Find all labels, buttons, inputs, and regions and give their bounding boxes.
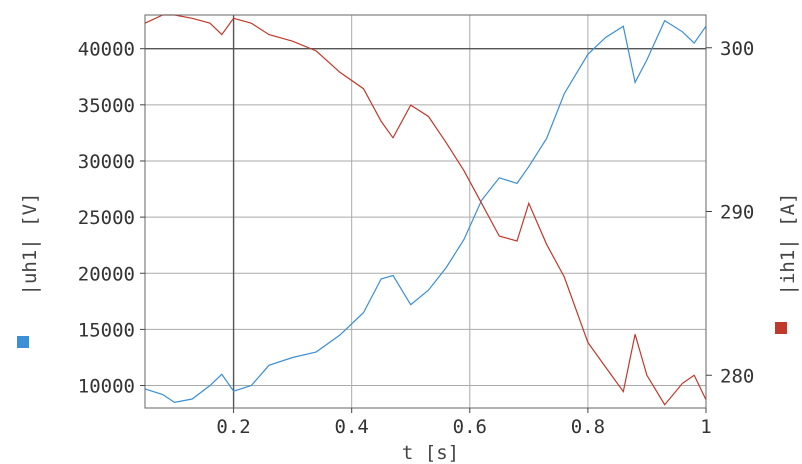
right-tick-label: 290 [720, 202, 754, 224]
left-tick-label: 15000 [78, 319, 135, 341]
x-tick-label: 1 [700, 416, 711, 438]
right-tick-label: 280 [720, 365, 754, 387]
left-tick-label: 25000 [78, 207, 135, 229]
right-tick-label: 300 [720, 38, 754, 60]
right-axis-title-group: |ih1| [A] [775, 193, 799, 334]
ih1-legend-swatch [775, 322, 787, 334]
left-axis-ticks: 10000 15000 20000 25000 30000 35000 40000 [78, 39, 145, 398]
x-axis-title: t [s] [402, 442, 459, 464]
x-tick-label: 0.2 [216, 416, 250, 438]
left-tick-label: 10000 [78, 376, 135, 398]
x-tick-label: 0.6 [453, 416, 487, 438]
right-axis-ticks: 280 290 300 [706, 38, 754, 387]
left-tick-label: 40000 [78, 39, 135, 61]
uh1-legend-swatch [17, 336, 29, 348]
x-tick-label: 0.4 [335, 416, 369, 438]
left-axis-title: |uh1| [V] [19, 193, 41, 296]
ih1-series-line [144, 14, 707, 406]
reference-lines [145, 15, 706, 408]
uh1-series-line [144, 19, 707, 404]
left-axis-title-group: |uh1| [V] [17, 193, 41, 348]
plot-frame [144, 14, 707, 409]
grid-layer [145, 15, 707, 408]
left-tick-label: 20000 [78, 263, 135, 285]
series-layer [144, 14, 707, 406]
left-tick-label: 35000 [78, 95, 135, 117]
x-axis-ticks: 0.2 0.4 0.6 0.8 1 [216, 408, 712, 438]
x-tick-label: 0.8 [571, 416, 605, 438]
left-tick-label: 30000 [78, 151, 135, 173]
right-axis-title: |ih1| [A] [777, 193, 799, 296]
